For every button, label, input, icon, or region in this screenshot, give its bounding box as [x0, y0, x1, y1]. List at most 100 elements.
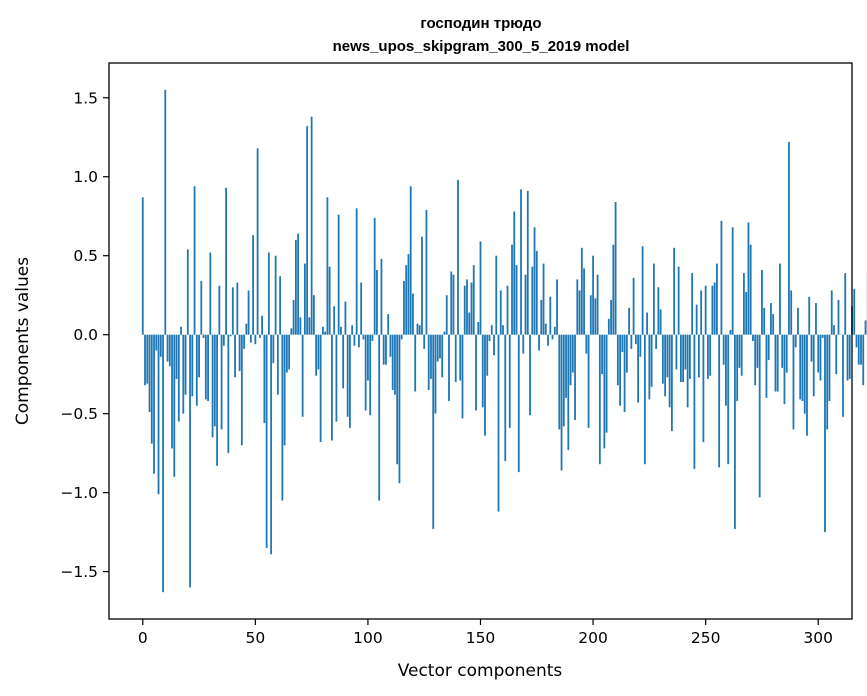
bar	[698, 334, 700, 378]
bar	[317, 334, 320, 370]
bar	[833, 325, 835, 335]
bar	[466, 279, 468, 335]
bar	[457, 179, 459, 335]
bar	[184, 334, 187, 395]
chart-title: господин трюдо	[420, 15, 541, 32]
bar	[385, 334, 387, 365]
bar	[846, 334, 849, 381]
bars-layer	[141, 89, 867, 593]
bar	[677, 266, 680, 335]
bar	[400, 334, 403, 340]
bar	[673, 247, 676, 335]
y-axis-ticks: −1.5 −1.0 −0.5 0.0 0.5 1.0 1.5	[60, 89, 109, 581]
bar	[382, 334, 385, 365]
bar	[625, 334, 628, 373]
bar	[484, 334, 486, 436]
bar	[630, 334, 633, 349]
bar	[292, 299, 295, 335]
bar	[562, 334, 565, 427]
bar	[434, 334, 437, 414]
bar	[486, 334, 489, 376]
bar	[513, 211, 516, 335]
bar	[524, 274, 527, 335]
bar	[445, 295, 448, 335]
bar	[220, 334, 223, 430]
x-tick-label: 150	[466, 629, 496, 647]
bar	[754, 334, 757, 386]
bar	[810, 334, 813, 362]
bar	[391, 334, 394, 390]
bar	[535, 250, 538, 335]
bar	[558, 334, 561, 430]
bar	[497, 334, 500, 512]
bar	[740, 334, 743, 376]
bar	[297, 233, 300, 335]
bar	[574, 334, 576, 420]
bar	[166, 334, 169, 362]
bar	[756, 334, 759, 368]
bar	[436, 334, 439, 362]
bar	[776, 334, 779, 392]
bar	[258, 334, 261, 338]
bar	[864, 320, 867, 335]
bar	[355, 208, 358, 335]
bar	[686, 334, 689, 408]
bar	[261, 315, 263, 335]
bar	[749, 244, 752, 335]
bar	[520, 189, 522, 335]
bar	[616, 334, 619, 386]
y-tick-label: 1.5	[73, 89, 98, 107]
bar	[731, 227, 734, 335]
bar	[707, 334, 709, 379]
bar	[240, 334, 243, 446]
bar	[148, 334, 151, 413]
bar	[236, 282, 239, 335]
bar	[285, 334, 288, 373]
bar	[299, 317, 302, 335]
bar	[211, 334, 214, 438]
bar	[522, 334, 525, 354]
bar	[488, 334, 491, 341]
bar	[655, 334, 658, 349]
bar	[421, 236, 423, 335]
bar	[144, 334, 146, 386]
bar	[693, 334, 696, 469]
bar	[418, 325, 421, 335]
bar	[504, 334, 507, 462]
bar	[547, 334, 549, 346]
bar	[695, 304, 698, 335]
bar	[526, 190, 529, 335]
bar	[405, 265, 408, 335]
bar	[407, 254, 410, 335]
bar	[245, 323, 248, 335]
bar	[337, 214, 340, 335]
bar	[594, 298, 597, 335]
bar	[308, 317, 311, 335]
bar	[720, 220, 723, 335]
y-axis-label: Components values	[13, 257, 33, 425]
bar	[153, 334, 155, 474]
bar	[657, 287, 660, 335]
bar	[682, 334, 685, 383]
bar	[542, 263, 545, 335]
y-tick-label: −0.5	[60, 405, 98, 423]
bar	[315, 334, 318, 376]
bar	[679, 334, 682, 383]
bar	[668, 334, 671, 408]
bar	[783, 334, 786, 405]
bar	[578, 290, 581, 335]
bar	[779, 263, 781, 335]
bar	[213, 334, 216, 427]
bar	[238, 334, 241, 372]
bar	[738, 334, 741, 368]
bar	[808, 296, 811, 335]
bar	[830, 290, 833, 335]
bar	[227, 334, 230, 454]
bar	[725, 334, 727, 406]
bar	[664, 334, 667, 397]
bar	[263, 334, 266, 424]
bar	[583, 268, 585, 335]
bar	[711, 285, 714, 335]
bar	[752, 334, 754, 341]
bar	[533, 227, 536, 335]
